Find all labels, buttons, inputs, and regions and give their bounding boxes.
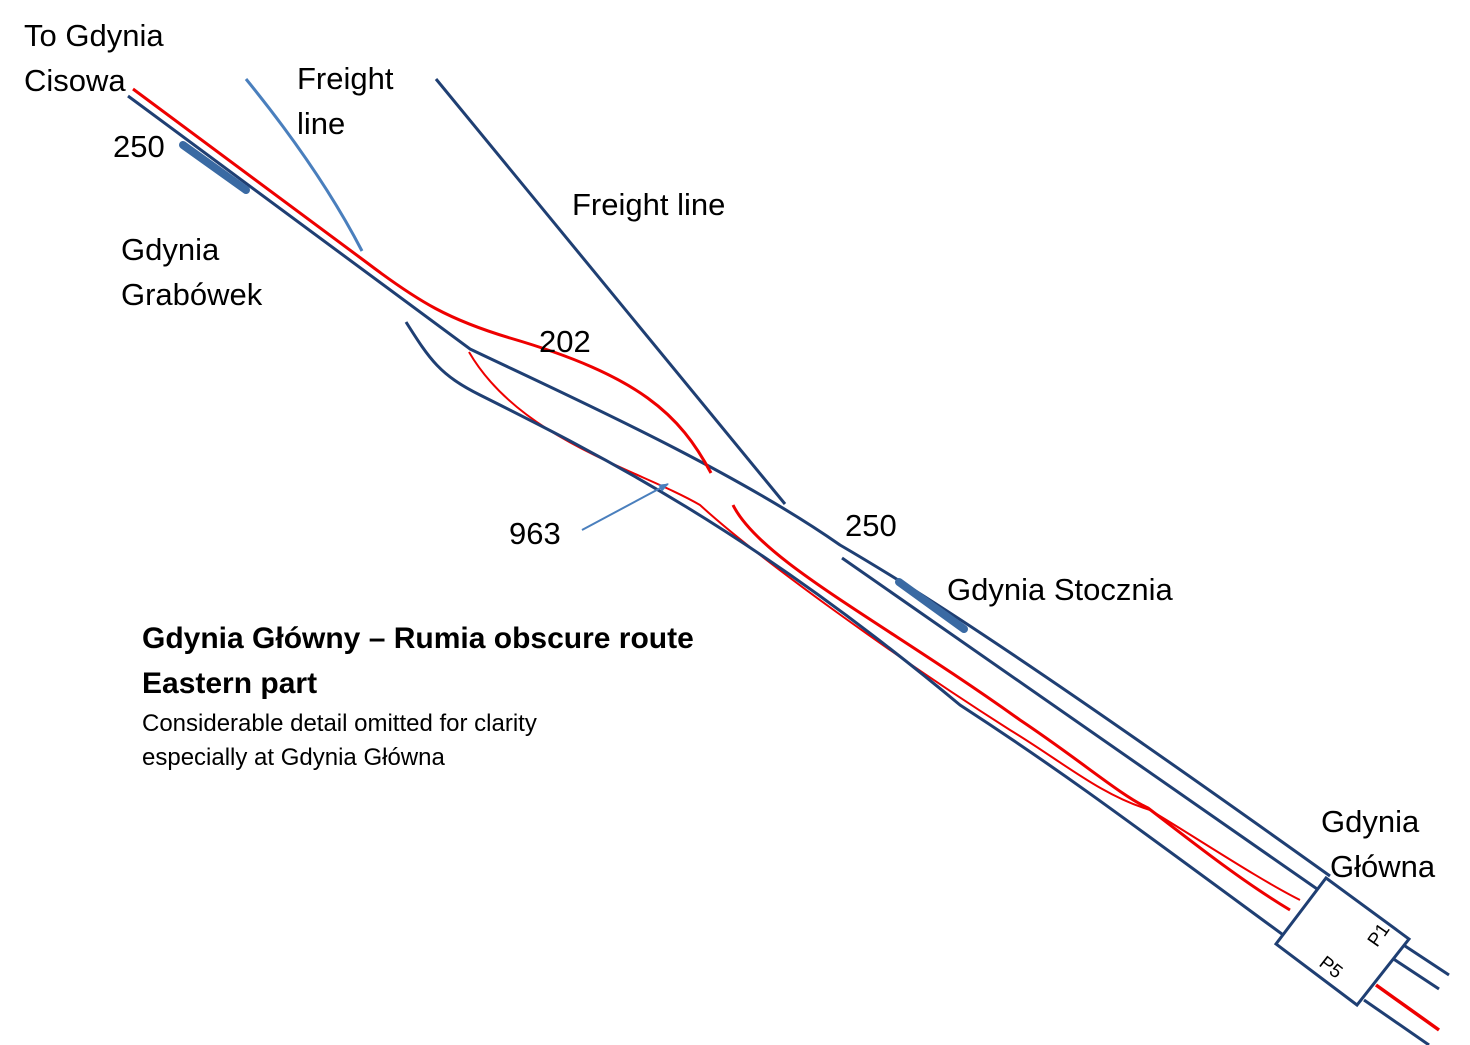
gdynia-glowna-station-box [1273,875,1412,1008]
label-glowna-1: Gdynia [1321,804,1420,839]
label-grabowek-1: Gdynia [121,232,220,267]
platform-stocznia [895,578,968,633]
exit-track-red [1374,983,1441,1032]
diagram-note-line2: especially at Gdynia Główna [142,744,445,771]
platform-grabowek [179,141,250,194]
label-freight-line-1-b: line [297,106,345,141]
label-route-250-east: 250 [845,508,897,543]
line-250-main-track [127,94,1331,878]
label-to-cisowa-2: Cisowa [24,63,126,98]
label-route-250-west: 250 [113,129,165,164]
label-stocznia: Gdynia Stocznia [947,572,1173,607]
label-grabowek-2: Grabówek [121,277,263,312]
label-to-cisowa-1: To Gdynia [24,18,164,53]
freight-line-west-track [244,78,364,252]
diagram-title-line1: Gdynia Główny – Rumia obscure route [142,622,694,655]
line-202-red-track [132,87,713,474]
freight-line-east-track [434,78,787,505]
exit-track-1 [1401,942,1450,977]
label-freight-line-2: Freight line [572,187,725,222]
exit-track-2 [1391,956,1440,991]
diagram-title-line2: Eastern part [142,667,317,700]
route-963-arrow [581,483,669,531]
label-glowna-2: Główna [1330,849,1436,884]
label-route-963: 963 [509,516,561,551]
red-crossover-track [731,504,1291,912]
diagram-note-line1: Considerable detail omitted for clarity [142,710,537,737]
stocznia-parallel-track [841,556,1321,893]
label-route-202: 202 [539,324,591,359]
label-freight-line-1-a: Freight [297,61,394,96]
outer-loop-track [404,321,1291,942]
exit-track-3 [1363,998,1430,1045]
